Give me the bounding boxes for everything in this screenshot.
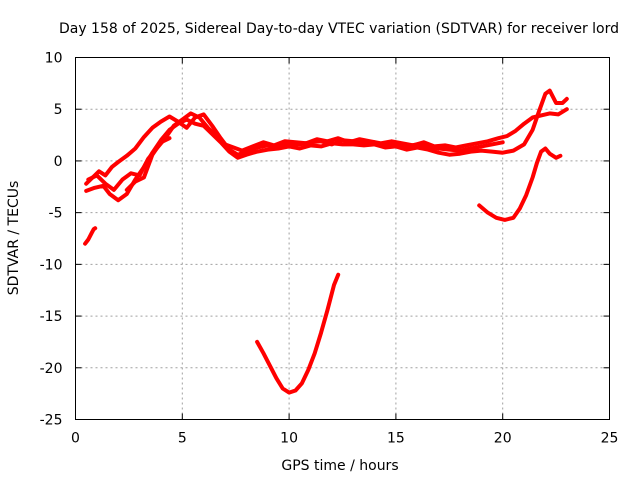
y-tick-label: 10 <box>45 51 63 67</box>
x-axis-label: GPS time / hours <box>281 458 398 474</box>
x-tick-label: 15 <box>387 431 405 447</box>
y-tick-label: 0 <box>54 154 63 170</box>
plot-frame <box>75 57 610 420</box>
x-tick-label: 0 <box>71 431 80 447</box>
chart-title: Day 158 of 2025, Sidereal Day-to-day VTE… <box>59 21 619 37</box>
series-line-seg-early-short <box>124 136 172 192</box>
grid-lines <box>75 57 610 420</box>
axis-ticks <box>75 57 610 420</box>
series-line-seg-late-dip <box>477 146 563 222</box>
x-tick-label: 5 <box>178 431 187 447</box>
y-tick-label: -10 <box>40 257 63 273</box>
plot-area <box>83 88 569 395</box>
y-tick-label: -5 <box>49 206 63 222</box>
x-tick-label: 10 <box>280 431 298 447</box>
series-line-seg-early-low <box>83 226 98 246</box>
tick-labels: 0 5 10 15 20 25 -25 -20 -15 -10 -5 0 5 10 <box>40 51 619 447</box>
y-axis-label: SDTVAR / TECUs <box>6 181 22 296</box>
x-tick-label: 25 <box>601 431 619 447</box>
y-tick-label: -25 <box>40 413 63 429</box>
y-tick-label: -20 <box>40 361 63 377</box>
series-line-seg-valley <box>255 272 341 395</box>
x-tick-label: 20 <box>494 431 512 447</box>
y-tick-label: 5 <box>54 102 63 118</box>
y-tick-label: -15 <box>40 309 63 325</box>
